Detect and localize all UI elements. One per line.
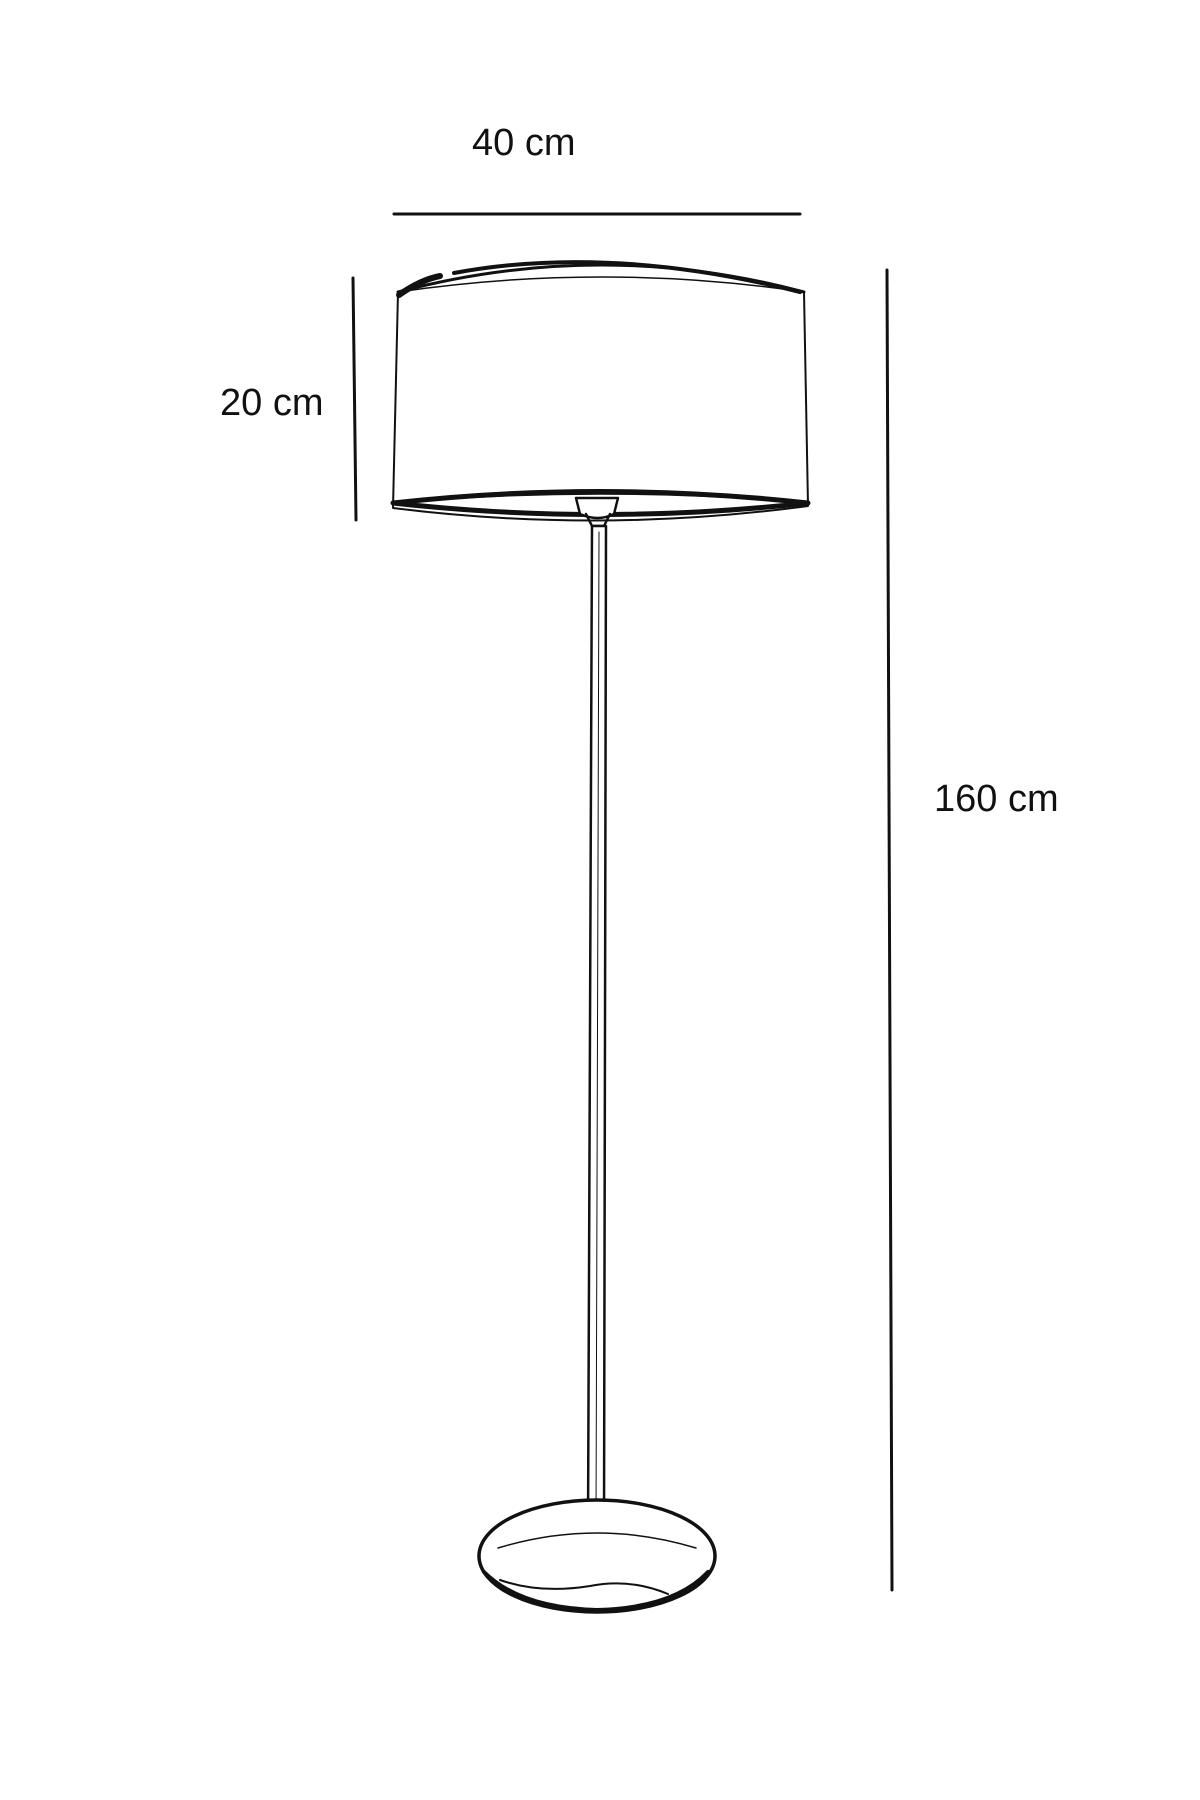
lamp-socket <box>574 496 620 528</box>
lamp-base <box>477 1498 717 1614</box>
lamp-shade <box>390 260 811 522</box>
socket-cup <box>574 496 620 520</box>
lamp-pole <box>586 524 608 1530</box>
shade-top-rim-back <box>397 276 805 293</box>
pole-highlight <box>595 531 600 1523</box>
shade-height-label: 20 cm <box>220 382 324 424</box>
shade-bottom-rim-inner <box>429 493 771 501</box>
floor-lamp <box>390 260 811 1614</box>
shade-body <box>392 291 809 522</box>
base-reflection <box>499 1579 669 1595</box>
base-inner-ring <box>497 1532 697 1549</box>
shade-height-dimension-line <box>351 276 358 522</box>
shade-top-rim-dark-left <box>396 273 443 298</box>
total-height-dimension-line <box>885 268 894 1592</box>
width-label: 40 cm <box>472 122 576 164</box>
base-shadow-band <box>482 1570 710 1612</box>
shade-top-rim-dark-right <box>452 260 802 294</box>
dimension-lines <box>351 212 894 1592</box>
total-height-label: 160 cm <box>934 778 1059 820</box>
